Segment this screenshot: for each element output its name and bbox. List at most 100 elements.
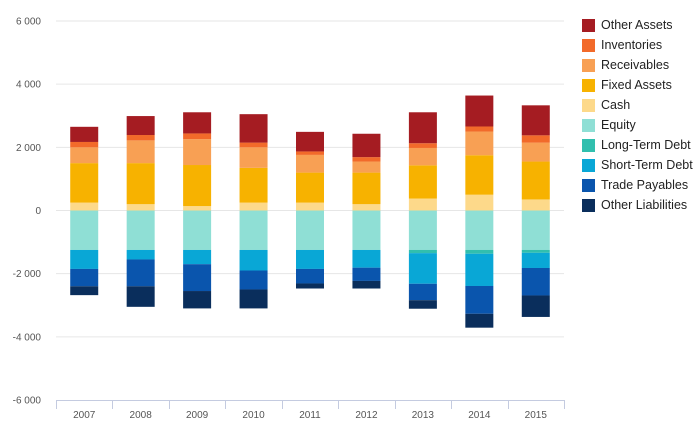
bar-segment[interactable] xyxy=(352,133,381,158)
bar-segment[interactable] xyxy=(465,313,494,328)
legend-label: Long-Term Debt xyxy=(601,138,691,152)
bar-segment[interactable] xyxy=(352,267,381,281)
legend-item[interactable]: Short-Term Debt xyxy=(582,155,700,175)
bar-segment[interactable] xyxy=(408,300,437,309)
legend-label: Other Assets xyxy=(601,18,673,32)
bar-segment[interactable] xyxy=(183,139,212,166)
bar-segment[interactable] xyxy=(70,202,99,211)
legend-item[interactable]: Cash xyxy=(582,95,700,115)
bar-segment[interactable] xyxy=(408,165,437,199)
bar-segment[interactable] xyxy=(239,167,268,203)
bar-segment[interactable] xyxy=(126,259,155,287)
legend-item[interactable]: Trade Payables xyxy=(582,175,700,195)
bar-segment[interactable] xyxy=(126,163,155,205)
legend-item[interactable]: Other Liabilities xyxy=(582,195,700,215)
bar-segment[interactable] xyxy=(408,253,437,284)
bar-segment[interactable] xyxy=(521,210,550,250)
legend-item[interactable]: Equity xyxy=(582,115,700,135)
bar-segment[interactable] xyxy=(239,202,268,211)
bar-segment[interactable] xyxy=(239,289,268,309)
bar-segment[interactable] xyxy=(296,151,324,155)
bar-segment[interactable] xyxy=(183,264,212,292)
bar-segment[interactable] xyxy=(465,194,494,211)
bar-segment[interactable] xyxy=(239,270,268,290)
bar-segment[interactable] xyxy=(521,135,550,143)
bar-segment[interactable] xyxy=(408,147,437,166)
legend-item[interactable]: Fixed Assets xyxy=(582,75,700,95)
bar-segment[interactable] xyxy=(70,141,99,148)
bar-segment[interactable] xyxy=(70,210,99,250)
bar-segment[interactable] xyxy=(126,204,155,211)
bar-segment[interactable] xyxy=(239,114,268,143)
bar-segment[interactable] xyxy=(70,147,99,164)
bar-segment[interactable] xyxy=(352,210,381,250)
bar-segment[interactable] xyxy=(465,131,494,156)
bar-segment[interactable] xyxy=(465,210,494,250)
bar-segment[interactable] xyxy=(352,249,381,268)
bar-segment[interactable] xyxy=(465,126,494,132)
bar-segment[interactable] xyxy=(296,268,324,284)
bar-segment[interactable] xyxy=(408,210,437,250)
x-tick-label: 2013 xyxy=(412,410,435,421)
bar-segment[interactable] xyxy=(183,112,212,134)
bar-segment[interactable] xyxy=(465,155,494,195)
legend-label: Fixed Assets xyxy=(601,78,672,92)
legend-item[interactable]: Receivables xyxy=(582,55,700,75)
bar-segment[interactable] xyxy=(408,283,437,301)
bar-segment[interactable] xyxy=(183,210,212,250)
bar-segment[interactable] xyxy=(239,147,268,168)
bar-segment[interactable] xyxy=(70,268,99,287)
bar-segment[interactable] xyxy=(183,206,212,211)
bar-segment[interactable] xyxy=(352,157,381,162)
bar-segment[interactable] xyxy=(183,165,212,207)
bar-segment[interactable] xyxy=(521,252,550,268)
bar-segment[interactable] xyxy=(521,295,550,317)
bar-segment[interactable] xyxy=(352,280,381,289)
legend-swatch xyxy=(582,198,595,212)
bar-segment[interactable] xyxy=(239,142,268,148)
bar-segment[interactable] xyxy=(183,291,212,309)
bar-segment[interactable] xyxy=(465,253,494,286)
bar-segment[interactable] xyxy=(183,249,212,265)
bar-segment[interactable] xyxy=(352,161,381,173)
legend-item[interactable]: Long-Term Debt xyxy=(582,135,700,155)
bar-segment[interactable] xyxy=(465,285,494,314)
bar-segment[interactable] xyxy=(70,286,99,296)
bar-segment[interactable] xyxy=(126,116,155,136)
bar-segment[interactable] xyxy=(296,210,324,250)
bar-segment[interactable] xyxy=(521,267,550,296)
bar-segment[interactable] xyxy=(126,286,155,307)
bar-segment[interactable] xyxy=(521,105,550,136)
bar-segment[interactable] xyxy=(296,249,324,269)
bar-segment[interactable] xyxy=(465,249,494,254)
legend-item[interactable]: Other Assets xyxy=(582,15,700,35)
legend-label: Short-Term Debt xyxy=(601,158,693,172)
bar-segment[interactable] xyxy=(296,131,324,152)
bar-segment[interactable] xyxy=(183,133,212,140)
bar-segment[interactable] xyxy=(408,143,437,148)
bar-segment[interactable] xyxy=(408,198,437,211)
bar-segment[interactable] xyxy=(521,161,550,200)
bar-segment[interactable] xyxy=(296,202,324,211)
bar-segment[interactable] xyxy=(352,204,381,211)
bar-segment[interactable] xyxy=(126,210,155,250)
bar-segment[interactable] xyxy=(296,172,324,203)
bar-segment[interactable] xyxy=(521,199,550,211)
bar-segment[interactable] xyxy=(126,140,155,164)
bar-segment[interactable] xyxy=(239,210,268,250)
bar-segment[interactable] xyxy=(408,112,437,144)
bar-segment[interactable] xyxy=(126,249,155,260)
bar-segment[interactable] xyxy=(408,249,437,254)
bar-segment[interactable] xyxy=(296,283,324,289)
bar-segment[interactable] xyxy=(296,154,324,173)
bar-segment[interactable] xyxy=(70,126,99,142)
bar-segment[interactable] xyxy=(521,142,550,162)
bar-segment[interactable] xyxy=(126,135,155,141)
bar-segment[interactable] xyxy=(70,163,99,203)
bar-segment[interactable] xyxy=(521,249,550,253)
bar-segment[interactable] xyxy=(70,249,99,269)
bar-segment[interactable] xyxy=(465,95,494,127)
bar-segment[interactable] xyxy=(239,249,268,271)
bar-segment[interactable] xyxy=(352,172,381,205)
legend-item[interactable]: Inventories xyxy=(582,35,700,55)
